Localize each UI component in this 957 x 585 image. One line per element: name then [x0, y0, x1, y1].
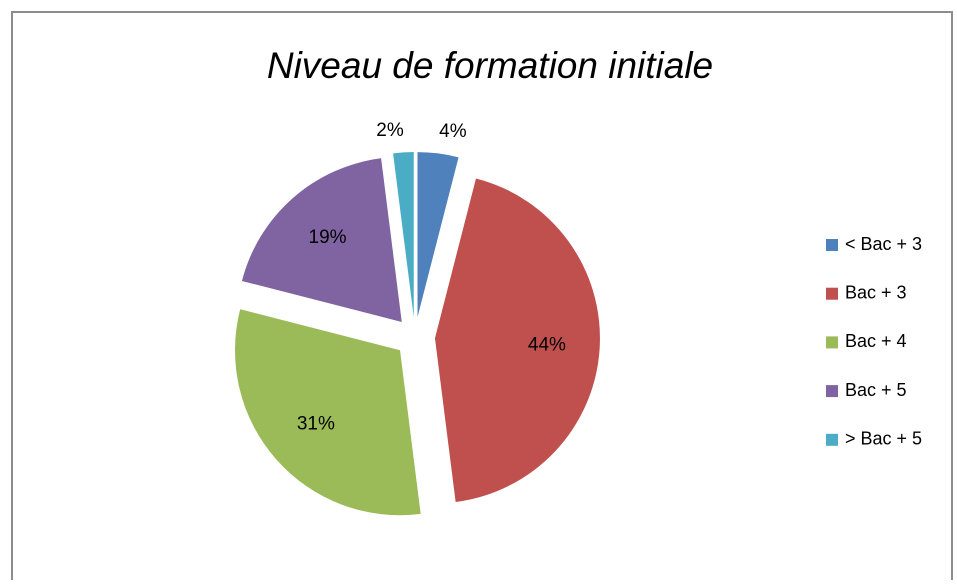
- legend-label: Bac + 5: [845, 380, 907, 400]
- data-label: 31%: [297, 413, 335, 434]
- pie-slice: [434, 178, 600, 502]
- legend-swatch: [826, 385, 838, 398]
- pie-slice: [393, 152, 414, 318]
- data-label: 44%: [528, 334, 566, 355]
- data-label: 19%: [309, 227, 347, 248]
- pie-slice: [241, 158, 402, 322]
- legend-label: Bac + 3: [845, 282, 907, 302]
- data-label: 2%: [376, 120, 404, 141]
- legend-swatch: [826, 239, 838, 251]
- pie-slice: [234, 309, 421, 516]
- legend-label: Bac + 4: [845, 331, 907, 351]
- legend-swatch: [826, 336, 838, 349]
- data-label: 4%: [439, 121, 467, 142]
- chart-title: Niveau de formation initiale: [267, 45, 713, 86]
- legend-swatch: [826, 433, 838, 446]
- legend-label: < Bac + 3: [845, 234, 922, 254]
- legend-swatch: [826, 287, 838, 300]
- legend-label: > Bac + 5: [845, 429, 922, 449]
- pie-slice: [417, 152, 459, 318]
